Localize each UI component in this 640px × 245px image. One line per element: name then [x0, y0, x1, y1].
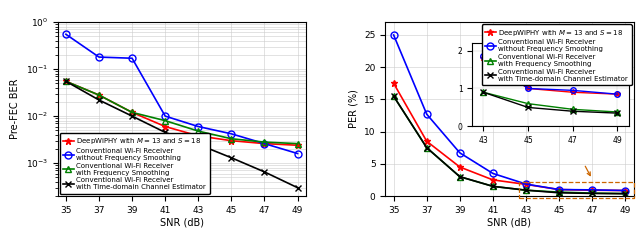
Conventional Wi-Fi Receiver
without Frequency Smoothing — [390, 34, 397, 37]
DeepWiPHY with $M = 13$ and $S = 18$ — [556, 188, 563, 191]
Conventional Wi-Fi Receiver
without Frequency Smoothing — [128, 57, 136, 60]
Line: Conventional Wi-Fi Receiver
with Frequency Smoothing: Conventional Wi-Fi Receiver with Frequen… — [390, 93, 628, 197]
Conventional Wi-Fi Receiver
with Frequency Smoothing — [62, 80, 70, 83]
Conventional Wi-Fi Receiver
with Frequency Smoothing — [456, 175, 463, 178]
DeepWiPHY with $M = 13$ and $S = 18$ — [228, 139, 236, 142]
Line: Conventional Wi-Fi Receiver
without Frequency Smoothing: Conventional Wi-Fi Receiver without Freq… — [390, 31, 628, 194]
DeepWiPHY with $M = 13$ and $S = 18$ — [260, 142, 268, 145]
DeepWiPHY with $M = 13$ and $S = 18$ — [161, 125, 169, 128]
Conventional Wi-Fi Receiver
without Frequency Smoothing — [62, 33, 70, 36]
Conventional Wi-Fi Receiver
with Frequency Smoothing — [161, 119, 169, 122]
Conventional Wi-Fi Receiver
without Frequency Smoothing — [423, 113, 431, 116]
DeepWiPHY with $M = 13$ and $S = 18$ — [489, 178, 497, 181]
Conventional Wi-Fi Receiver
with Time-domain Channel Estimator — [95, 98, 103, 101]
DeepWiPHY with $M = 13$ and $S = 18$ — [456, 166, 463, 169]
DeepWiPHY with $M = 13$ and $S = 18$ — [62, 80, 70, 83]
Conventional Wi-Fi Receiver
with Time-domain Channel Estimator — [128, 115, 136, 118]
Line: DeepWiPHY with $M = 13$ and $S = 18$: DeepWiPHY with $M = 13$ and $S = 18$ — [63, 78, 301, 149]
Conventional Wi-Fi Receiver
with Frequency Smoothing — [228, 137, 236, 140]
Line: Conventional Wi-Fi Receiver
without Frequency Smoothing: Conventional Wi-Fi Receiver without Freq… — [63, 31, 301, 157]
Conventional Wi-Fi Receiver
with Frequency Smoothing — [423, 146, 431, 149]
Conventional Wi-Fi Receiver
with Frequency Smoothing — [522, 189, 530, 192]
Conventional Wi-Fi Receiver
without Frequency Smoothing — [195, 125, 202, 128]
Legend: DeepWiPHY with $M = 13$ and $S = 18$, Conventional Wi-Fi Receiver
without Freque: DeepWiPHY with $M = 13$ and $S = 18$, Co… — [482, 24, 632, 85]
Conventional Wi-Fi Receiver
with Frequency Smoothing — [489, 185, 497, 188]
Conventional Wi-Fi Receiver
with Time-domain Channel Estimator — [62, 80, 70, 83]
Conventional Wi-Fi Receiver
with Time-domain Channel Estimator — [161, 131, 169, 134]
Conventional Wi-Fi Receiver
without Frequency Smoothing — [294, 152, 301, 155]
Legend: DeepWiPHY with $M = 13$ and $S = 18$, Conventional Wi-Fi Receiver
without Freque: DeepWiPHY with $M = 13$ and $S = 18$, Co… — [60, 133, 209, 194]
Conventional Wi-Fi Receiver
with Time-domain Channel Estimator — [621, 192, 629, 195]
Conventional Wi-Fi Receiver
with Time-domain Channel Estimator — [588, 192, 596, 195]
Conventional Wi-Fi Receiver
without Frequency Smoothing — [161, 115, 169, 118]
Conventional Wi-Fi Receiver
with Time-domain Channel Estimator — [294, 186, 301, 189]
Conventional Wi-Fi Receiver
with Frequency Smoothing — [294, 142, 301, 145]
Line: DeepWiPHY with $M = 13$ and $S = 18$: DeepWiPHY with $M = 13$ and $S = 18$ — [390, 80, 628, 194]
DeepWiPHY with $M = 13$ and $S = 18$ — [423, 140, 431, 143]
X-axis label: SNR (dB): SNR (dB) — [488, 218, 531, 228]
Conventional Wi-Fi Receiver
without Frequency Smoothing — [621, 189, 629, 192]
DeepWiPHY with $M = 13$ and $S = 18$ — [522, 183, 530, 186]
Conventional Wi-Fi Receiver
with Frequency Smoothing — [588, 192, 596, 195]
Conventional Wi-Fi Receiver
with Time-domain Channel Estimator — [260, 171, 268, 173]
DeepWiPHY with $M = 13$ and $S = 18$ — [195, 135, 202, 137]
Conventional Wi-Fi Receiver
with Time-domain Channel Estimator — [522, 189, 530, 192]
Line: Conventional Wi-Fi Receiver
with Time-domain Channel Estimator: Conventional Wi-Fi Receiver with Time-do… — [63, 78, 301, 191]
Conventional Wi-Fi Receiver
with Time-domain Channel Estimator — [390, 95, 397, 98]
X-axis label: SNR (dB): SNR (dB) — [160, 218, 204, 228]
Conventional Wi-Fi Receiver
with Time-domain Channel Estimator — [556, 191, 563, 194]
Conventional Wi-Fi Receiver
with Frequency Smoothing — [260, 141, 268, 144]
Y-axis label: PER (%): PER (%) — [349, 90, 358, 128]
Conventional Wi-Fi Receiver
without Frequency Smoothing — [456, 151, 463, 154]
DeepWiPHY with $M = 13$ and $S = 18$ — [621, 189, 629, 192]
Conventional Wi-Fi Receiver
without Frequency Smoothing — [260, 142, 268, 145]
Conventional Wi-Fi Receiver
with Time-domain Channel Estimator — [456, 175, 463, 178]
Conventional Wi-Fi Receiver
without Frequency Smoothing — [228, 132, 236, 135]
Conventional Wi-Fi Receiver
with Time-domain Channel Estimator — [195, 143, 202, 146]
Conventional Wi-Fi Receiver
with Time-domain Channel Estimator — [423, 146, 431, 149]
Conventional Wi-Fi Receiver
with Frequency Smoothing — [621, 192, 629, 195]
Conventional Wi-Fi Receiver
with Time-domain Channel Estimator — [228, 156, 236, 159]
Conventional Wi-Fi Receiver
without Frequency Smoothing — [556, 188, 563, 191]
DeepWiPHY with $M = 13$ and $S = 18$ — [588, 189, 596, 192]
Conventional Wi-Fi Receiver
with Frequency Smoothing — [95, 94, 103, 97]
Conventional Wi-Fi Receiver
without Frequency Smoothing — [489, 172, 497, 175]
Line: Conventional Wi-Fi Receiver
with Frequency Smoothing: Conventional Wi-Fi Receiver with Frequen… — [63, 78, 301, 147]
Conventional Wi-Fi Receiver
without Frequency Smoothing — [95, 56, 103, 59]
Conventional Wi-Fi Receiver
with Frequency Smoothing — [128, 111, 136, 114]
DeepWiPHY with $M = 13$ and $S = 18$ — [294, 144, 301, 147]
Conventional Wi-Fi Receiver
with Frequency Smoothing — [390, 95, 397, 98]
Y-axis label: Pre-FEC BER: Pre-FEC BER — [10, 79, 20, 139]
Line: Conventional Wi-Fi Receiver
with Time-domain Channel Estimator: Conventional Wi-Fi Receiver with Time-do… — [390, 93, 628, 197]
Conventional Wi-Fi Receiver
with Frequency Smoothing — [195, 130, 202, 133]
Conventional Wi-Fi Receiver
without Frequency Smoothing — [522, 183, 530, 185]
DeepWiPHY with $M = 13$ and $S = 18$ — [95, 94, 103, 97]
DeepWiPHY with $M = 13$ and $S = 18$ — [128, 111, 136, 114]
Conventional Wi-Fi Receiver
with Frequency Smoothing — [556, 191, 563, 194]
Conventional Wi-Fi Receiver
with Time-domain Channel Estimator — [489, 185, 497, 188]
Conventional Wi-Fi Receiver
without Frequency Smoothing — [588, 188, 596, 191]
DeepWiPHY with $M = 13$ and $S = 18$ — [390, 82, 397, 85]
